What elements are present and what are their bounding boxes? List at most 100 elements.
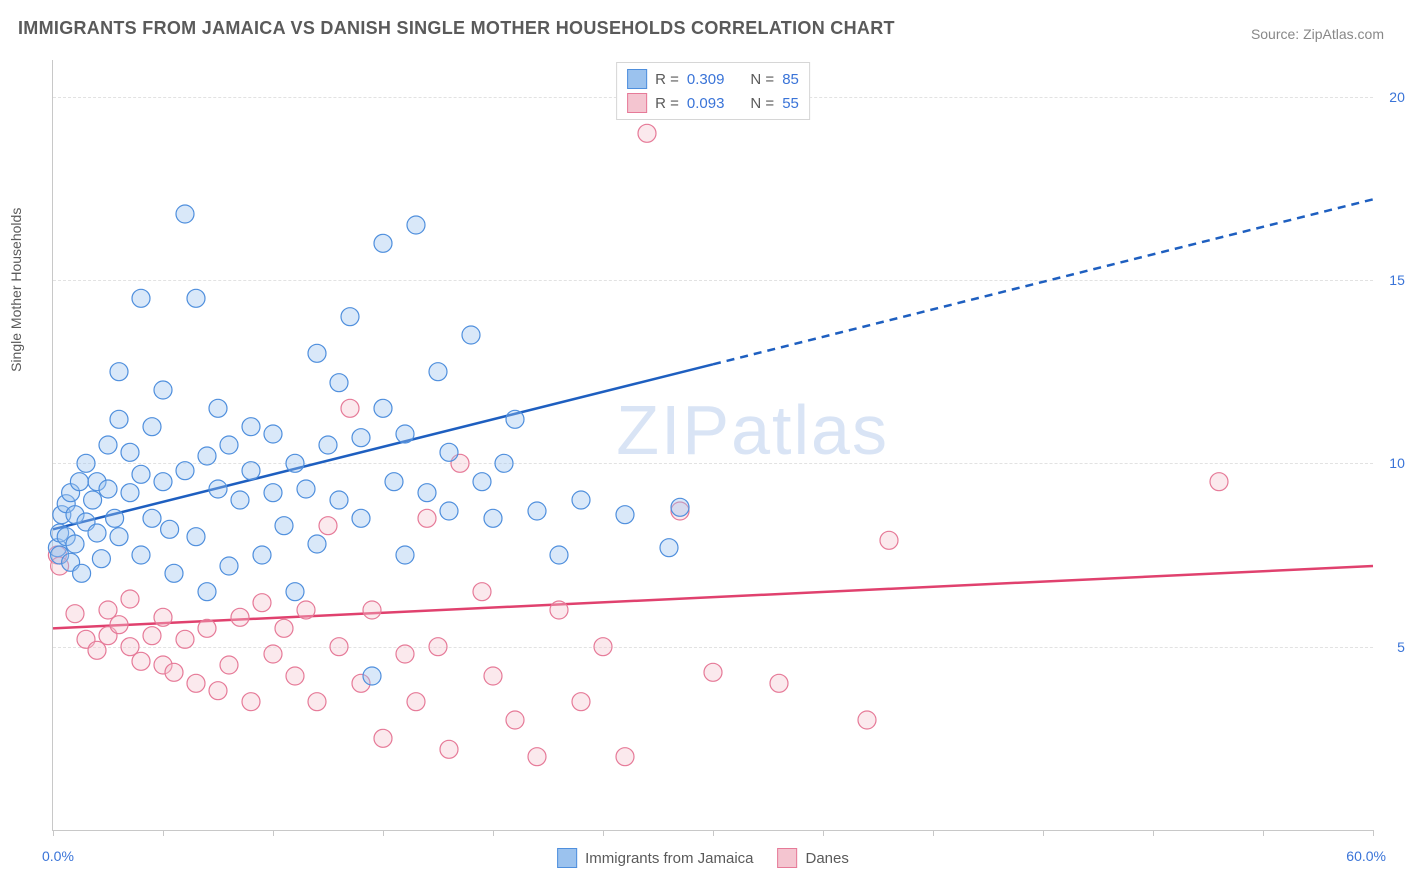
data-point — [407, 216, 425, 234]
data-point — [110, 363, 128, 381]
data-point — [572, 491, 590, 509]
data-point — [242, 418, 260, 436]
data-point — [363, 667, 381, 685]
data-point — [319, 436, 337, 454]
y-tick-label: 5.0% — [1397, 639, 1406, 655]
data-point — [286, 667, 304, 685]
data-point — [264, 484, 282, 502]
data-point — [308, 535, 326, 553]
data-point — [84, 491, 102, 509]
x-tick — [603, 830, 604, 836]
data-point — [495, 454, 513, 472]
x-axis-min-label: 0.0% — [42, 848, 74, 864]
chart-title: IMMIGRANTS FROM JAMAICA VS DANISH SINGLE… — [18, 18, 895, 39]
x-tick — [1263, 830, 1264, 836]
data-point — [187, 528, 205, 546]
data-point — [165, 663, 183, 681]
data-point — [176, 205, 194, 223]
swatch-blue-bottom — [557, 848, 577, 868]
data-point — [297, 480, 315, 498]
y-tick-label: 20.0% — [1389, 89, 1406, 105]
data-point — [374, 399, 392, 417]
data-point — [143, 418, 161, 436]
data-point — [1210, 473, 1228, 491]
x-tick — [383, 830, 384, 836]
data-point — [308, 344, 326, 362]
data-point — [374, 729, 392, 747]
x-tick — [1373, 830, 1374, 836]
data-point — [407, 693, 425, 711]
legend-item-blue: Immigrants from Jamaica — [557, 848, 753, 868]
data-point — [396, 546, 414, 564]
swatch-blue — [627, 69, 647, 89]
data-point — [92, 550, 110, 568]
data-point — [858, 711, 876, 729]
data-point — [528, 748, 546, 766]
data-point — [418, 509, 436, 527]
data-point — [154, 473, 172, 491]
data-point — [616, 506, 634, 524]
data-point — [198, 447, 216, 465]
data-point — [484, 667, 502, 685]
data-point — [176, 630, 194, 648]
data-point — [121, 484, 139, 502]
data-point — [506, 410, 524, 428]
data-point — [220, 436, 238, 454]
data-point — [528, 502, 546, 520]
data-point — [106, 509, 124, 527]
data-point — [385, 473, 403, 491]
data-point — [99, 480, 117, 498]
data-point — [396, 645, 414, 663]
data-point — [418, 484, 436, 502]
data-point — [638, 124, 656, 142]
data-point — [473, 583, 491, 601]
data-point — [110, 410, 128, 428]
data-point — [253, 594, 271, 612]
x-axis-max-label: 60.0% — [1346, 848, 1386, 864]
x-tick — [713, 830, 714, 836]
data-point — [429, 638, 447, 656]
data-point — [187, 674, 205, 692]
data-point — [198, 619, 216, 637]
x-tick — [1043, 830, 1044, 836]
legend-row-blue: R = 0.309 N = 85 — [627, 67, 799, 91]
y-axis-label: Single Mother Households — [8, 208, 24, 372]
data-point — [484, 509, 502, 527]
data-point — [110, 528, 128, 546]
data-point — [297, 601, 315, 619]
data-point — [440, 740, 458, 758]
data-point — [330, 374, 348, 392]
data-point — [308, 693, 326, 711]
data-point — [154, 608, 172, 626]
data-point — [110, 616, 128, 634]
data-point — [132, 465, 150, 483]
data-point — [132, 652, 150, 670]
x-tick — [163, 830, 164, 836]
data-point — [275, 517, 293, 535]
data-point — [616, 748, 634, 766]
data-point — [594, 638, 612, 656]
swatch-pink — [627, 93, 647, 113]
legend-row-pink: R = 0.093 N = 55 — [627, 91, 799, 115]
data-point — [264, 425, 282, 443]
data-point — [209, 682, 227, 700]
data-point — [341, 308, 359, 326]
data-point — [187, 289, 205, 307]
data-point — [396, 425, 414, 443]
data-point — [330, 491, 348, 509]
swatch-pink-bottom — [778, 848, 798, 868]
data-point — [154, 381, 172, 399]
data-point — [352, 509, 370, 527]
source-attribution: Source: ZipAtlas.com — [1251, 26, 1384, 42]
data-point — [220, 656, 238, 674]
data-point — [231, 608, 249, 626]
data-point — [242, 462, 260, 480]
x-tick — [1153, 830, 1154, 836]
data-point — [121, 443, 139, 461]
legend-series: Immigrants from Jamaica Danes — [557, 848, 849, 868]
legend-item-pink: Danes — [778, 848, 849, 868]
data-point — [66, 605, 84, 623]
data-point — [121, 590, 139, 608]
scatter-points — [53, 60, 1373, 830]
data-point — [330, 638, 348, 656]
